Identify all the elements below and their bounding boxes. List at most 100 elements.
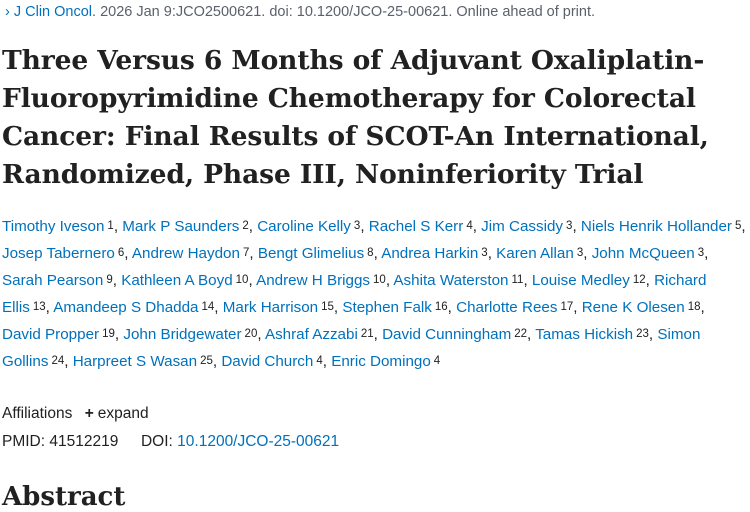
affiliation-number[interactable]: 17 — [560, 301, 574, 313]
affiliation-number[interactable]: 12 — [632, 274, 646, 286]
journal-link[interactable]: J Clin Oncol — [13, 4, 93, 20]
author-link[interactable]: John Bridgewater — [123, 326, 242, 343]
author-link[interactable]: Ashraf Azzabi — [264, 326, 358, 343]
identifiers-row: PMID: 41512219 DOI: 10.1200/JCO-25-00621 — [2, 433, 339, 451]
affiliation-number[interactable]: 7 — [242, 247, 250, 259]
affiliation-number[interactable]: 20 — [244, 328, 258, 340]
author-link[interactable]: Ashita Waterston — [393, 272, 509, 289]
author-separator: , — [112, 272, 122, 289]
author-link[interactable]: David Cunningham — [382, 326, 512, 343]
author-link[interactable]: Mark Harrison — [222, 299, 319, 316]
affiliation-number[interactable]: 18 — [687, 301, 701, 313]
author-link[interactable]: Enric Domingo — [331, 353, 431, 370]
affiliation-number[interactable]: 1 — [107, 220, 114, 232]
affiliation-number[interactable]: 3 — [481, 247, 488, 259]
author-link[interactable]: Josep Tabernero — [2, 245, 115, 262]
affiliation-number[interactable]: 10 — [373, 274, 386, 286]
affiliation-number[interactable]: 3 — [566, 220, 573, 232]
author-separator: , — [64, 353, 73, 370]
affiliation-number[interactable]: 19 — [102, 328, 115, 340]
author-separator: , — [333, 299, 343, 316]
author-separator: , — [385, 272, 394, 289]
affiliation-number[interactable]: 22 — [514, 328, 528, 340]
affiliation-number[interactable]: 4 — [433, 355, 441, 367]
author-link[interactable]: Charlotte Rees — [456, 299, 558, 316]
author-link[interactable]: Niels Henrik Hollander — [580, 218, 732, 235]
affiliation-number[interactable]: 3 — [697, 247, 705, 259]
author-link[interactable]: David Church — [221, 353, 314, 370]
doi-link[interactable]: 10.1200/JCO-25-00621 — [177, 433, 340, 450]
author-link[interactable]: Andrew H Briggs — [256, 272, 371, 289]
author-separator: , — [248, 218, 258, 235]
pmid-label: PMID: — [2, 433, 46, 450]
author-link[interactable]: Stephen Falk — [342, 299, 432, 316]
author-link[interactable]: Kathleen A Boyd — [121, 272, 233, 289]
affiliation-number[interactable]: 25 — [200, 355, 213, 367]
author-link[interactable]: John McQueen — [591, 245, 695, 262]
author-separator: , — [572, 218, 581, 235]
author-link[interactable]: Bengt Glimelius — [257, 245, 365, 262]
author-separator: , — [741, 218, 746, 235]
affiliation-number[interactable]: 13 — [32, 301, 46, 313]
affiliation-number[interactable]: 9 — [106, 274, 113, 286]
affiliation-number[interactable]: 2 — [242, 220, 249, 232]
author-link[interactable]: Timothy Iveson — [2, 218, 105, 235]
affiliation-number[interactable]: 3 — [576, 247, 584, 259]
author-item: Timothy Iveson 1 — [2, 218, 114, 235]
author-link[interactable]: Andrew Haydon — [131, 245, 240, 262]
author-item: Mark P Saunders 2 — [122, 218, 248, 235]
affiliation-number[interactable]: 6 — [117, 247, 125, 259]
author-link[interactable]: Rene K Olesen — [581, 299, 685, 316]
author-separator: , — [249, 245, 258, 262]
author-link[interactable]: Harpreet S Wasan — [72, 353, 198, 370]
author-link[interactable]: Louise Medley — [531, 272, 630, 289]
affiliation-number[interactable]: 15 — [321, 301, 334, 313]
author-item: Ashraf Azzabi 21 — [265, 326, 374, 343]
affiliation-number[interactable]: 23 — [636, 328, 649, 340]
affiliation-number[interactable]: 4 — [466, 220, 473, 232]
doi-label: DOI: — [140, 433, 173, 450]
author-link[interactable]: Amandeep S Dhadda — [53, 299, 199, 316]
author-item: David Cunningham 22 — [382, 326, 527, 343]
affiliation-number[interactable]: 11 — [511, 274, 524, 286]
author-separator: , — [257, 326, 265, 343]
author-link[interactable]: Caroline Kelly — [257, 218, 351, 235]
author-item: Sarah Pearson 9 — [2, 272, 113, 289]
affiliation-number[interactable]: 5 — [734, 220, 742, 232]
author-link[interactable]: Richard Ellis — [2, 272, 707, 316]
author-separator: , — [373, 245, 382, 262]
author-link[interactable]: Mark P Saunders — [122, 218, 240, 235]
author-link[interactable]: Jim Cassidy — [481, 218, 564, 235]
author-separator: , — [360, 218, 369, 235]
affiliation-number[interactable]: 24 — [51, 355, 65, 367]
author-link[interactable]: Simon Gollins — [2, 326, 701, 370]
affiliation-number[interactable]: 8 — [367, 247, 374, 259]
author-item: Andrew H Briggs 10 — [256, 272, 386, 289]
chevron-down-icon[interactable]: › — [5, 4, 10, 20]
affiliations-row: Affiliations + expand — [2, 405, 149, 423]
affiliation-number[interactable]: 3 — [353, 220, 361, 232]
affiliation-number[interactable]: 14 — [201, 301, 215, 313]
author-item: Stephen Falk 16 — [342, 299, 447, 316]
author-item: Simon Gollins 24 — [2, 326, 700, 370]
author-link[interactable]: Rachel S Kerr — [368, 218, 464, 235]
author-item: Jim Cassidy 3 — [481, 218, 572, 235]
author-item: Andrew Haydon 7 — [132, 245, 249, 262]
author-item: Mark Harrison 15 — [223, 299, 334, 316]
author-item: John McQueen 3 — [592, 245, 704, 262]
author-link[interactable]: Sarah Pearson — [2, 272, 104, 289]
author-list: Timothy Iveson 1, Mark P Saunders 2, Carol… — [2, 214, 747, 376]
author-link[interactable]: David Propper — [2, 326, 100, 343]
affiliation-number[interactable]: 16 — [434, 301, 448, 313]
author-separator: , — [487, 245, 497, 262]
affiliation-number[interactable]: 4 — [316, 355, 323, 367]
affiliation-number[interactable]: 10 — [235, 274, 249, 286]
author-separator: , — [645, 272, 655, 289]
affiliation-number[interactable]: 21 — [360, 328, 374, 340]
author-link[interactable]: Tamas Hickish — [535, 326, 634, 343]
author-link[interactable]: Andrea Harkin — [381, 245, 479, 262]
author-link[interactable]: Karen Allan — [496, 245, 574, 262]
affiliations-expand-button[interactable]: + expand — [85, 405, 149, 422]
author-separator: , — [114, 326, 124, 343]
pmid-value: 41512219 — [49, 433, 119, 450]
